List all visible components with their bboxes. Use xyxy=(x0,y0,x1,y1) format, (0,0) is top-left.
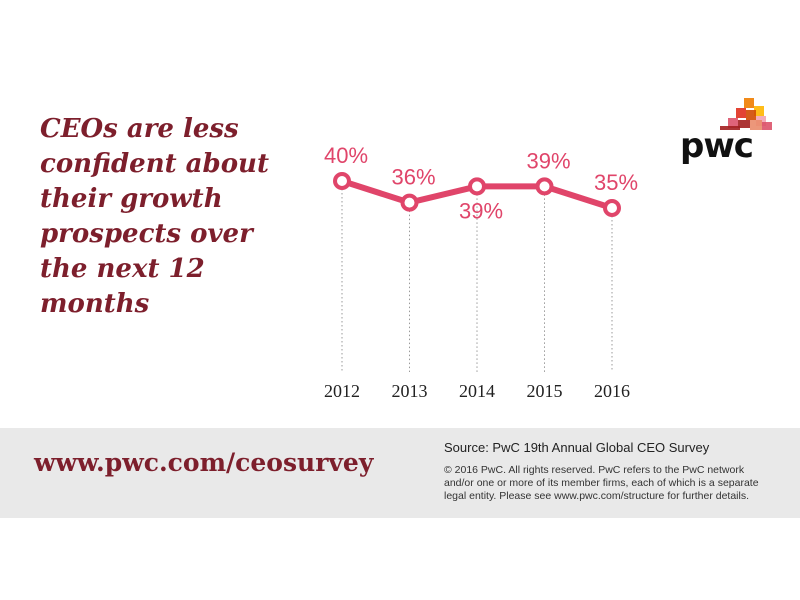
legal-line: legal entity. Please see www.pwc.com/str… xyxy=(444,490,750,502)
logo-wordmark: pwc xyxy=(680,126,754,166)
logo-square xyxy=(754,106,764,116)
data-label-2013: 36% xyxy=(391,165,435,190)
footer: www.pwc.com/ceosurvey Source: PwC 19th A… xyxy=(0,428,800,518)
pwc-logo: pwc xyxy=(676,96,776,171)
data-label-2014: 39% xyxy=(459,198,503,223)
logo-squares-icon xyxy=(720,98,772,130)
logo-square xyxy=(750,120,762,130)
legal-line: © 2016 PwC. All rights reserved. PwC ref… xyxy=(444,464,745,476)
x-tick-label: 2016 xyxy=(594,381,630,401)
data-point-2012 xyxy=(333,172,351,190)
logo-square xyxy=(736,108,746,118)
data-point-2015 xyxy=(535,177,554,196)
data-label-2016: 35% xyxy=(594,170,638,195)
logo-square xyxy=(738,120,750,128)
survey-url[interactable]: www.pwc.com/ceosurvey xyxy=(34,448,374,477)
data-point-2013 xyxy=(400,193,419,212)
legal-notice: © 2016 PwC. All rights reserved. PwC ref… xyxy=(444,464,784,503)
x-tick-label: 2015 xyxy=(527,381,563,401)
logo-square xyxy=(746,110,756,120)
x-tick-label: 2013 xyxy=(392,381,428,401)
logo-square xyxy=(728,118,738,128)
data-point-2014 xyxy=(468,177,486,196)
logo-square xyxy=(720,126,740,130)
headline: CEOs are less confident about their grow… xyxy=(40,114,269,319)
data-label-2015: 39% xyxy=(526,148,570,173)
source-note: Source: PwC 19th Annual Global CEO Surve… xyxy=(444,440,710,455)
x-tick-label: 2014 xyxy=(459,381,495,401)
logo-square xyxy=(744,98,754,108)
data-label-2012: 40% xyxy=(324,143,368,168)
line-chart: 40% 36% 39% 39% 35% 2012 2013 2014 2015 2016 xyxy=(324,143,638,401)
logo-square xyxy=(762,122,772,130)
legal-line: and/or one or more of its member firms, … xyxy=(444,477,759,489)
data-point-2016 xyxy=(603,199,621,217)
x-tick-label: 2012 xyxy=(324,381,360,401)
